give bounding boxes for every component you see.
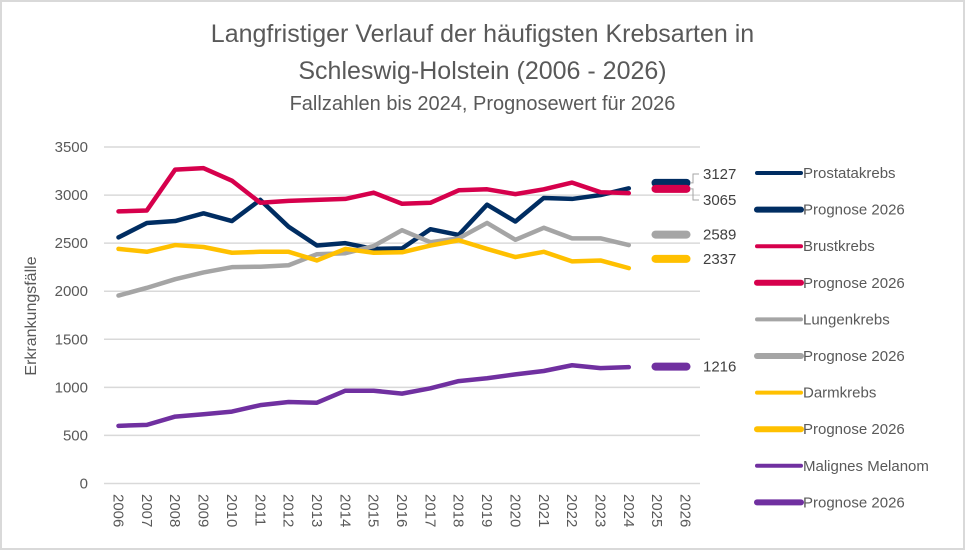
chart-title-line2: Schleswig-Holstein (2006 - 2026) <box>298 57 667 85</box>
y-tick-label: 500 <box>63 427 88 444</box>
chart-subtitle: Fallzahlen bis 2024, Prognosewert für 20… <box>289 93 676 115</box>
legend-label: Darmkrebs <box>803 385 876 402</box>
label-connector <box>690 188 699 201</box>
legend-label: Malignes Melanom <box>803 458 929 475</box>
x-tick-label: 2016 <box>393 494 410 527</box>
series-lines <box>116 165 632 429</box>
x-tick-label: 2024 <box>620 494 637 527</box>
x-tick-label: 2014 <box>336 494 353 527</box>
y-tick-label: 3000 <box>55 187 88 204</box>
x-tick-label: 2017 <box>421 494 438 527</box>
x-tick-label: 2023 <box>591 494 608 527</box>
x-tick-label: 2015 <box>365 494 382 527</box>
prognosis-data-label: 2589 <box>703 227 736 244</box>
x-axis-ticks: 2006 2007 2008 2009 2010 2011 2012 2013 2014 2015… <box>110 494 694 527</box>
x-tick-label: 2013 <box>308 494 325 527</box>
series-line-darmkrebs <box>116 238 632 271</box>
x-tick-label: 2008 <box>166 494 183 527</box>
prognosis-data-label: 2337 <box>703 251 736 268</box>
x-tick-label: 2009 <box>195 494 212 527</box>
y-tick-label: 1500 <box>55 331 88 348</box>
y-tick-label: 2000 <box>55 283 88 300</box>
legend-label: Brustkrebs <box>803 238 875 255</box>
x-tick-label: 2010 <box>223 494 240 527</box>
prognosis-data-label: 1216 <box>703 359 736 376</box>
legend-label: Prognose 2026 <box>803 494 905 511</box>
y-tick-label: 2500 <box>55 235 88 252</box>
series-line-lungenkrebs <box>116 220 632 298</box>
x-tick-label: 2007 <box>138 494 155 527</box>
series-line-malignes-melanom <box>116 362 632 429</box>
y-tick-label: 1000 <box>55 379 88 396</box>
chart-title: Langfristiger Verlauf der häufigsten Kre… <box>210 20 755 48</box>
series-line-brustkrebs <box>116 165 632 214</box>
y-tick-label: 0 <box>80 476 88 493</box>
prognosis-data-label: 3065 <box>703 192 736 209</box>
x-tick-label: 2026 <box>677 494 694 527</box>
x-tick-label: 2019 <box>478 494 495 527</box>
x-tick-label: 2006 <box>110 494 127 527</box>
prognosis-data-label: 3127 <box>703 166 736 183</box>
y-axis-label: Erkrankungsfälle <box>23 256 40 375</box>
legend-label: Prognose 2026 <box>803 421 905 438</box>
x-tick-label: 2020 <box>506 494 523 527</box>
legend-label: Prostatakrebs <box>803 165 896 182</box>
legend-label: Prognose 2026 <box>803 202 905 219</box>
series-line-prostatakrebs <box>116 186 632 252</box>
prognosis-marks: 3127 3065 2589 2337 1216 <box>651 166 736 376</box>
x-tick-label: 2011 <box>251 494 268 526</box>
y-tick-label: 3500 <box>55 139 88 156</box>
x-tick-label: 2022 <box>563 494 580 527</box>
y-axis-ticks: 0 500 1000 1500 2000 2500 3000 3500 <box>55 139 88 493</box>
legend: Prostatakrebs Prognose 2026 Brustkrebs Prog… <box>754 165 929 511</box>
legend-label: Lungenkrebs <box>803 311 890 328</box>
x-tick-label: 2025 <box>648 494 665 527</box>
x-tick-label: 2018 <box>450 494 467 527</box>
gridlines <box>104 146 700 485</box>
legend-label: Prognose 2026 <box>803 275 905 292</box>
x-tick-label: 2021 <box>535 494 552 527</box>
x-tick-label: 2012 <box>280 494 297 527</box>
label-connector <box>690 173 699 184</box>
legend-label: Prognose 2026 <box>803 348 905 365</box>
